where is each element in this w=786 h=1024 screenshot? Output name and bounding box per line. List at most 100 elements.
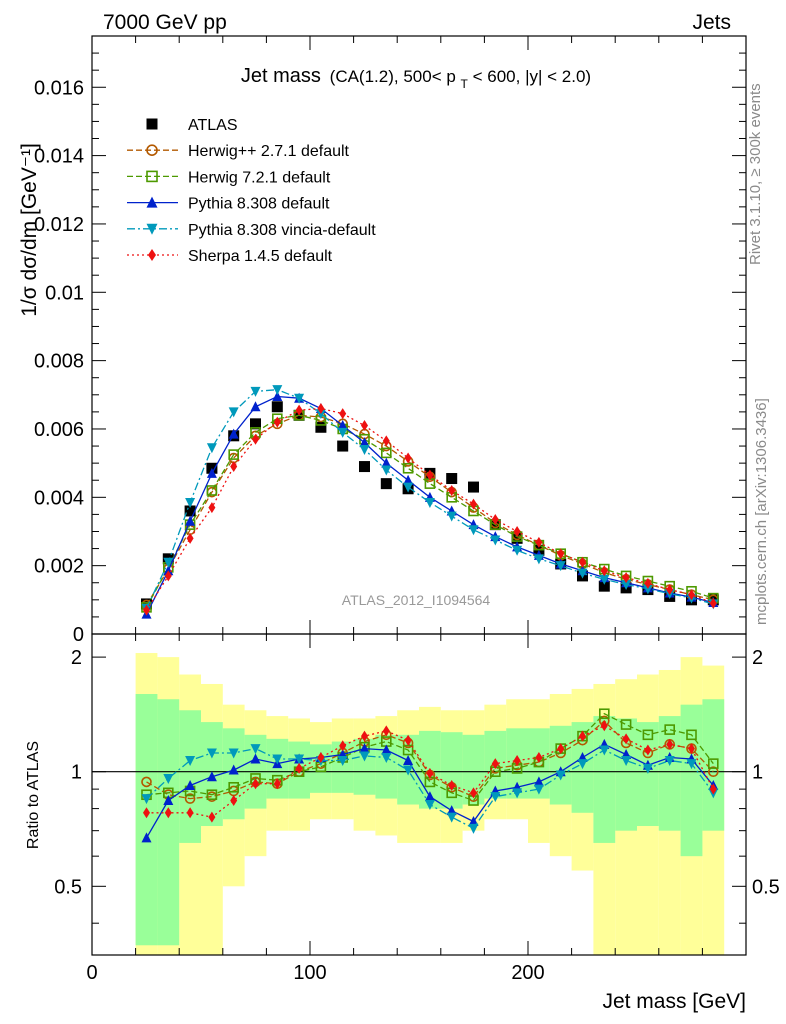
ratio-data-point [709, 783, 717, 795]
ratio-inner-band [658, 716, 681, 831]
main-series-line [145, 414, 714, 608]
ratio-data-point [273, 778, 281, 790]
ratio-inner-band [440, 732, 463, 809]
main-data-point [642, 584, 653, 595]
ratio-inner-band [462, 734, 485, 805]
main-data-point [557, 548, 565, 560]
main-data-point [208, 502, 216, 514]
legend-label: Herwig++ 2.7.1 default [188, 143, 350, 160]
main-data-point [446, 511, 457, 522]
main-data-point [513, 525, 521, 537]
chart-title-cut-prefix: (CA(1.2), 500< p [330, 67, 456, 86]
main-data-point [688, 589, 695, 601]
chart-title-main: Jet mass [241, 65, 321, 87]
main-data-point [250, 418, 261, 430]
main-data-point [622, 572, 630, 584]
ratio-data-point [206, 771, 217, 782]
ratio-data-point [446, 812, 457, 823]
ratio-data-point [666, 738, 674, 750]
ratio-data-point [535, 751, 543, 763]
legend-marker [148, 249, 156, 261]
ratio-data-point [381, 752, 392, 763]
main-data-point [490, 535, 501, 546]
ratio-inner-band [549, 725, 572, 805]
main-data-point [317, 402, 325, 414]
main-data-point [228, 428, 239, 439]
main-data-point [206, 443, 217, 454]
ratio-data-point [620, 719, 632, 730]
ratio-data-point [512, 788, 523, 799]
main-y-tick-label: 0.014 [34, 146, 84, 168]
ratio-y-tick-label-right: 0.5 [752, 876, 780, 898]
ratio-data-point [686, 729, 697, 741]
legend-label: Pythia 8.308 default [188, 196, 330, 213]
ratio-data-point [252, 778, 259, 790]
header-left: 7000 GeV pp [103, 11, 227, 34]
watermark: ATLAS_2012_I1094564 [342, 592, 491, 608]
legend-marker [146, 144, 158, 156]
main-data-point [621, 579, 632, 590]
main-data-point [359, 444, 370, 455]
ratio-data-point [228, 748, 239, 759]
ratio-data-point [228, 781, 239, 793]
ratio-data-point [163, 795, 174, 806]
main-data-point [535, 536, 543, 548]
ratio-data-point [295, 762, 303, 774]
main-data-point [339, 408, 347, 420]
main-data-point [271, 401, 283, 413]
main-y-tick-label: 0.004 [34, 487, 84, 509]
main-data-point [380, 478, 392, 490]
main-data-point [186, 532, 194, 544]
main-data-point [382, 435, 390, 447]
ratio-series-line [146, 725, 714, 818]
main-data-point [403, 482, 414, 493]
ratio-data-point [317, 751, 325, 763]
ratio-inner-band [157, 699, 180, 946]
main-data-point [337, 420, 348, 431]
ratio-data-point [359, 743, 370, 754]
ratio-data-point [579, 730, 586, 742]
main-data-point [272, 391, 283, 402]
main-data-point [470, 498, 477, 510]
ratio-inner-band [702, 699, 725, 831]
ratio-data-point [339, 740, 347, 752]
ratio-data-point [141, 794, 152, 805]
ratio-data-point [272, 754, 283, 765]
ratio-data-point [642, 729, 654, 741]
main-data-point [381, 457, 392, 468]
ratio-data-point [686, 759, 697, 770]
ratio-data-point [424, 791, 435, 802]
main-data-point [228, 407, 239, 418]
main-data-point [448, 484, 456, 496]
main-data-point [666, 584, 674, 596]
ratio-inner-band [680, 704, 703, 857]
ratio-data-point [600, 720, 608, 732]
legend-label: Herwig 7.2.1 default [188, 169, 331, 186]
ratio-inner-band [135, 693, 158, 946]
main-data-point [446, 473, 458, 485]
ratio-inner-band [375, 734, 398, 799]
ratio-data-point [185, 756, 196, 767]
ratio-data-point [707, 758, 719, 769]
legend-marker [146, 118, 158, 130]
ratio-inner-band [593, 716, 616, 843]
main-data-point [361, 420, 368, 432]
ratio-data-point [294, 754, 305, 765]
main-data-point [426, 469, 434, 481]
main-data-point [230, 461, 238, 473]
ratio-data-point [468, 823, 479, 834]
chart-title: Jet mass (CA(1.2), 500< p T < 600, |y| <… [241, 65, 591, 92]
ratio-x-tick-label: 0 [86, 962, 97, 984]
ratio-data-point [337, 756, 348, 767]
ratio-frame [91, 633, 747, 956]
ratio-data-point [381, 744, 392, 755]
ratio-data-point [250, 744, 261, 755]
ratio-data-point [382, 725, 390, 737]
ratio-y-tick-label: 1 [71, 762, 82, 784]
main-data-point [228, 449, 239, 460]
ratio-data-point [513, 755, 521, 767]
ratio-data-point [533, 776, 544, 787]
x-axis-label: Jet mass [GeV] [602, 990, 746, 1013]
main-data-point [206, 485, 218, 496]
legend-marker [146, 196, 158, 208]
